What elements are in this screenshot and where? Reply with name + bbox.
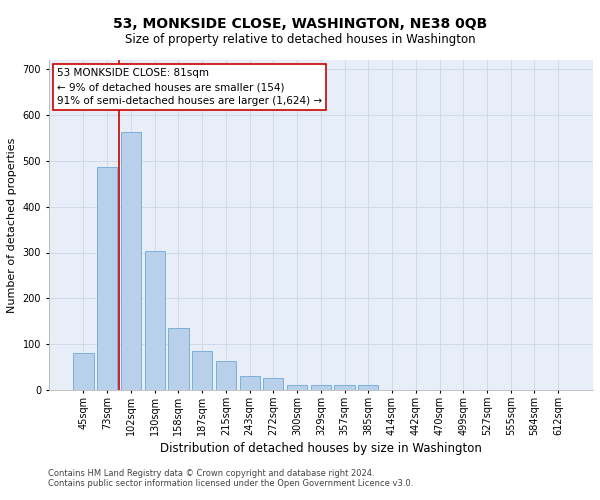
- Text: Contains HM Land Registry data © Crown copyright and database right 2024.: Contains HM Land Registry data © Crown c…: [48, 468, 374, 477]
- Bar: [169, 328, 188, 390]
- Bar: [97, 167, 117, 390]
- Bar: [121, 132, 141, 390]
- Bar: [263, 378, 283, 390]
- X-axis label: Distribution of detached houses by size in Washington: Distribution of detached houses by size …: [160, 442, 482, 455]
- Text: 53, MONKSIDE CLOSE, WASHINGTON, NE38 0QB: 53, MONKSIDE CLOSE, WASHINGTON, NE38 0QB: [113, 18, 487, 32]
- Bar: [287, 386, 307, 390]
- Text: 53 MONKSIDE CLOSE: 81sqm
← 9% of detached houses are smaller (154)
91% of semi-d: 53 MONKSIDE CLOSE: 81sqm ← 9% of detache…: [57, 68, 322, 106]
- Bar: [358, 386, 379, 390]
- Bar: [192, 351, 212, 390]
- Bar: [73, 354, 94, 390]
- Text: Contains public sector information licensed under the Open Government Licence v3: Contains public sector information licen…: [48, 478, 413, 488]
- Bar: [311, 386, 331, 390]
- Bar: [239, 376, 260, 390]
- Bar: [216, 361, 236, 390]
- Y-axis label: Number of detached properties: Number of detached properties: [7, 138, 17, 312]
- Text: Size of property relative to detached houses in Washington: Size of property relative to detached ho…: [125, 32, 475, 46]
- Bar: [145, 251, 165, 390]
- Bar: [334, 386, 355, 390]
